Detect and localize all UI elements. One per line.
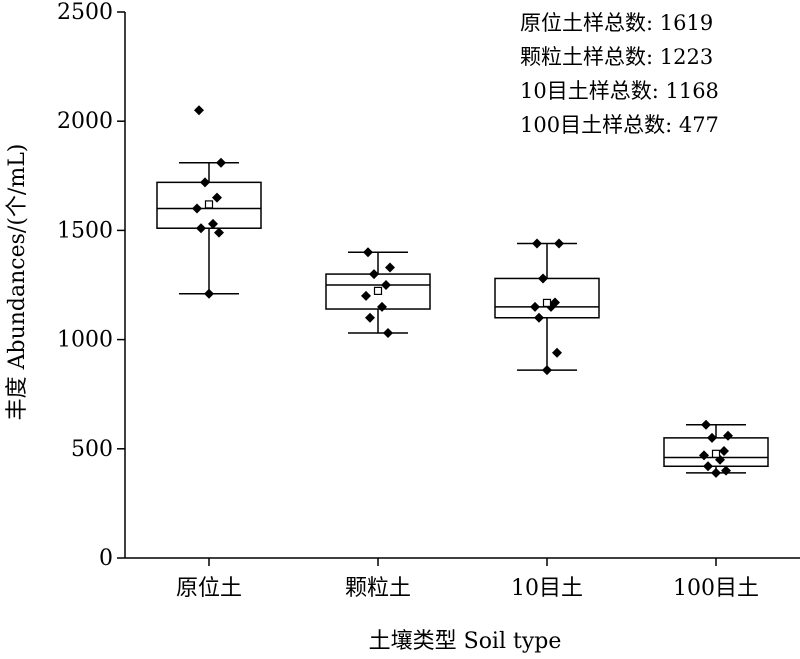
box-group	[156, 105, 262, 299]
data-point	[554, 238, 564, 249]
data-point	[381, 280, 391, 290]
annotation-line: 原位土样总数: 1619	[520, 11, 713, 35]
data-point	[723, 430, 733, 441]
data-point	[363, 247, 373, 258]
data-point	[701, 419, 711, 430]
data-point	[534, 312, 544, 323]
data-point	[721, 465, 731, 476]
y-tick-label: 0	[99, 546, 113, 571]
x-tick-label: 100目土	[673, 576, 759, 601]
y-tick-label: 1500	[57, 218, 113, 243]
annotation-line: 颗粒土样总数: 1223	[520, 45, 713, 69]
data-point	[703, 461, 713, 472]
data-point	[385, 262, 395, 273]
data-point	[214, 227, 224, 238]
x-tick-label: 颗粒土	[345, 576, 411, 601]
data-point	[192, 203, 202, 214]
x-axis-title: 土壤类型 Soil type	[369, 629, 562, 654]
x-tick-label: 10目土	[511, 576, 583, 601]
y-tick-label: 1000	[57, 328, 113, 353]
data-point	[361, 290, 371, 301]
data-point	[711, 467, 721, 478]
data-point	[369, 269, 379, 280]
mean-marker	[711, 449, 721, 458]
data-point	[212, 192, 222, 203]
data-point	[532, 238, 542, 249]
x-axis-ticks: 原位土 颗粒土 10目土 100目土	[176, 558, 759, 601]
data-point	[383, 328, 393, 339]
data-point	[552, 347, 562, 358]
y-tick-label: 2500	[57, 0, 113, 25]
x-tick-label: 原位土	[176, 576, 242, 601]
data-point	[365, 312, 375, 323]
data-point	[204, 288, 214, 299]
box-series	[156, 105, 769, 478]
data-point	[530, 301, 540, 312]
annotation-line: 100目土样总数: 477	[520, 113, 719, 137]
data-point	[196, 223, 206, 234]
y-axis-ticks: 0 500 1000 1500 2000 2500	[57, 0, 125, 571]
data-point	[208, 218, 218, 229]
annotation-block: 原位土样总数: 1619 颗粒土样总数: 1223 10目土样总数: 1168 100…	[520, 11, 719, 137]
data-point	[377, 301, 387, 312]
data-point	[707, 432, 717, 443]
box-group	[325, 247, 431, 339]
y-tick-label: 500	[71, 437, 113, 462]
data-point	[200, 177, 210, 188]
box-group	[663, 419, 769, 478]
y-tick-label: 2000	[57, 109, 113, 134]
data-point	[194, 105, 204, 116]
mean-marker	[373, 286, 383, 295]
mean-marker	[542, 298, 552, 308]
iqr-box	[494, 277, 600, 319]
data-point	[719, 445, 729, 456]
annotation-line: 10目土样总数: 1168	[520, 79, 719, 103]
axes	[124, 12, 800, 559]
data-point	[542, 365, 552, 376]
box-group	[494, 238, 600, 376]
data-point	[699, 450, 709, 461]
data-point	[538, 273, 548, 284]
mean-marker	[204, 200, 214, 209]
data-point	[216, 157, 226, 168]
y-axis-title: 丰度 Abundances/(个/mL)	[5, 144, 30, 421]
